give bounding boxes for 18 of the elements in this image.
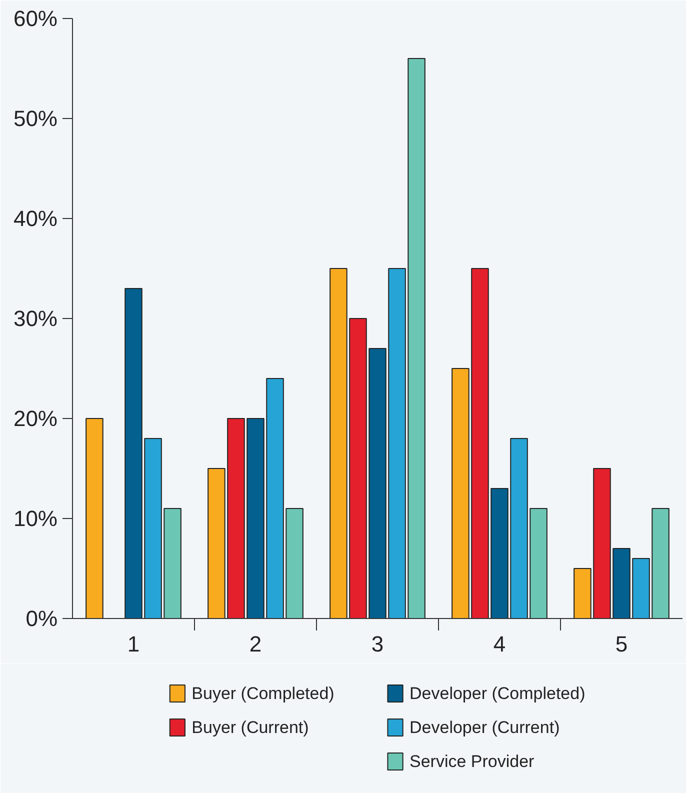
y-tick-label: 10% (13, 506, 58, 531)
y-tick-label: 40% (13, 206, 58, 231)
x-tick-label: 3 (371, 632, 384, 656)
y-tick-label: 0% (26, 606, 58, 631)
y-tick-label: 30% (13, 306, 58, 331)
x-tick-label: 5 (615, 632, 628, 656)
legend-label: Buyer (Completed) (192, 684, 334, 703)
x-tick-label: 1 (127, 632, 140, 656)
x-tick-label: 2 (249, 632, 262, 656)
legend-label: Buyer (Current) (192, 718, 309, 737)
legend-label: Service Provider (410, 752, 535, 771)
y-tick-label: 50% (13, 106, 58, 131)
legend-label: Developer (Completed) (410, 684, 586, 703)
legend-label: Developer (Current) (410, 718, 560, 737)
x-tick-label: 4 (493, 632, 506, 656)
bar (86, 418, 104, 618)
y-tick-label: 20% (13, 406, 58, 431)
y-tick-label: 60% (13, 6, 58, 31)
